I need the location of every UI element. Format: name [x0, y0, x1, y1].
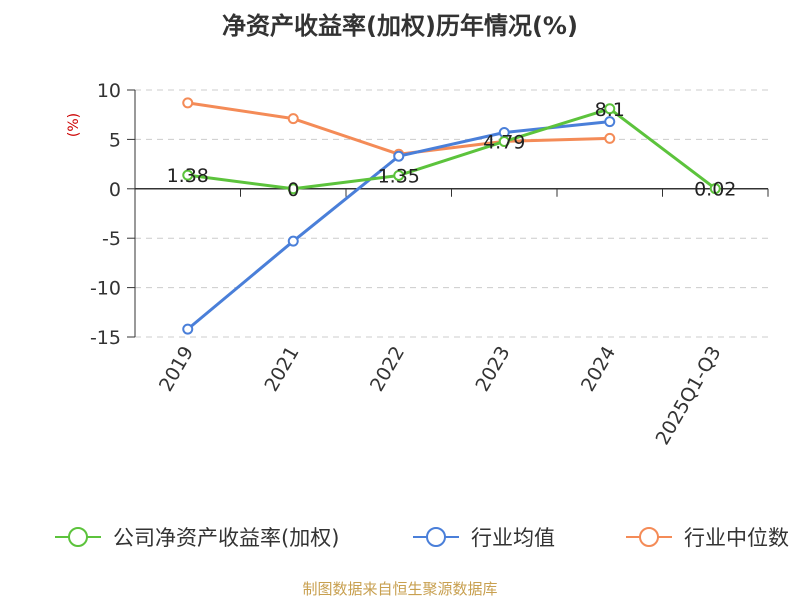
- x-tick-label: 2023: [471, 343, 514, 396]
- y-tick-label: -5: [102, 228, 121, 250]
- y-tick-label: 10: [97, 80, 121, 102]
- chart-title: 净资产收益率(加权)历年情况(%): [222, 12, 578, 40]
- data-point: [182, 323, 194, 335]
- data-label: 0.02: [694, 179, 736, 201]
- source-note: 制图数据来自恒生聚源数据库: [302, 580, 497, 598]
- data-point: [287, 113, 299, 125]
- y-tick-label: 5: [109, 129, 121, 151]
- axes: 10 5 0 -5 -10 -15 2019 2021 2022 2023 2024 2025Q1-Q…: [90, 80, 769, 449]
- data-point: [498, 135, 510, 147]
- legend-label: 行业均值: [471, 526, 555, 550]
- x-tick-label: 2021: [260, 343, 303, 396]
- y-tick-label: -10: [90, 278, 121, 300]
- data-point: [709, 183, 721, 195]
- x-tick-label: 2025Q1-Q3: [652, 343, 726, 449]
- data-point: [287, 235, 299, 247]
- x-tick-label: 2024: [577, 343, 620, 396]
- data-label: 8.1: [595, 99, 625, 121]
- series-lines: [182, 97, 721, 335]
- data-labels: 1.38 0 1.35 4.79 8.1 0.02: [167, 99, 737, 201]
- data-label: 1.38: [167, 165, 209, 187]
- series-line: [187, 107, 717, 191]
- data-point: [287, 183, 299, 195]
- data-point: [393, 150, 405, 162]
- data-point: [604, 116, 616, 128]
- x-tick-label: 2022: [366, 343, 409, 396]
- data-label: 0: [287, 179, 299, 201]
- legend-marker: [68, 527, 88, 547]
- data-point: [604, 103, 616, 115]
- legend-marker: [639, 527, 659, 547]
- y-tick-label: 0: [109, 179, 121, 201]
- legend: 公司净资产收益率(加权) 行业均值 行业中位数: [55, 526, 789, 550]
- grid-lines: [135, 89, 768, 338]
- x-tick-label: 2019: [155, 343, 198, 396]
- data-point: [182, 169, 194, 181]
- data-point: [182, 97, 194, 109]
- data-label: 4.79: [483, 131, 525, 153]
- data-point: [393, 169, 405, 181]
- y-tick-label: -15: [90, 327, 121, 349]
- legend-label: 行业中位数: [684, 526, 789, 550]
- data-point: [604, 132, 616, 144]
- y-axis-label: (%): [66, 113, 82, 137]
- data-label: 1.35: [378, 165, 420, 187]
- legend-marker: [426, 527, 446, 547]
- legend-label: 公司净资产收益率(加权): [113, 526, 339, 550]
